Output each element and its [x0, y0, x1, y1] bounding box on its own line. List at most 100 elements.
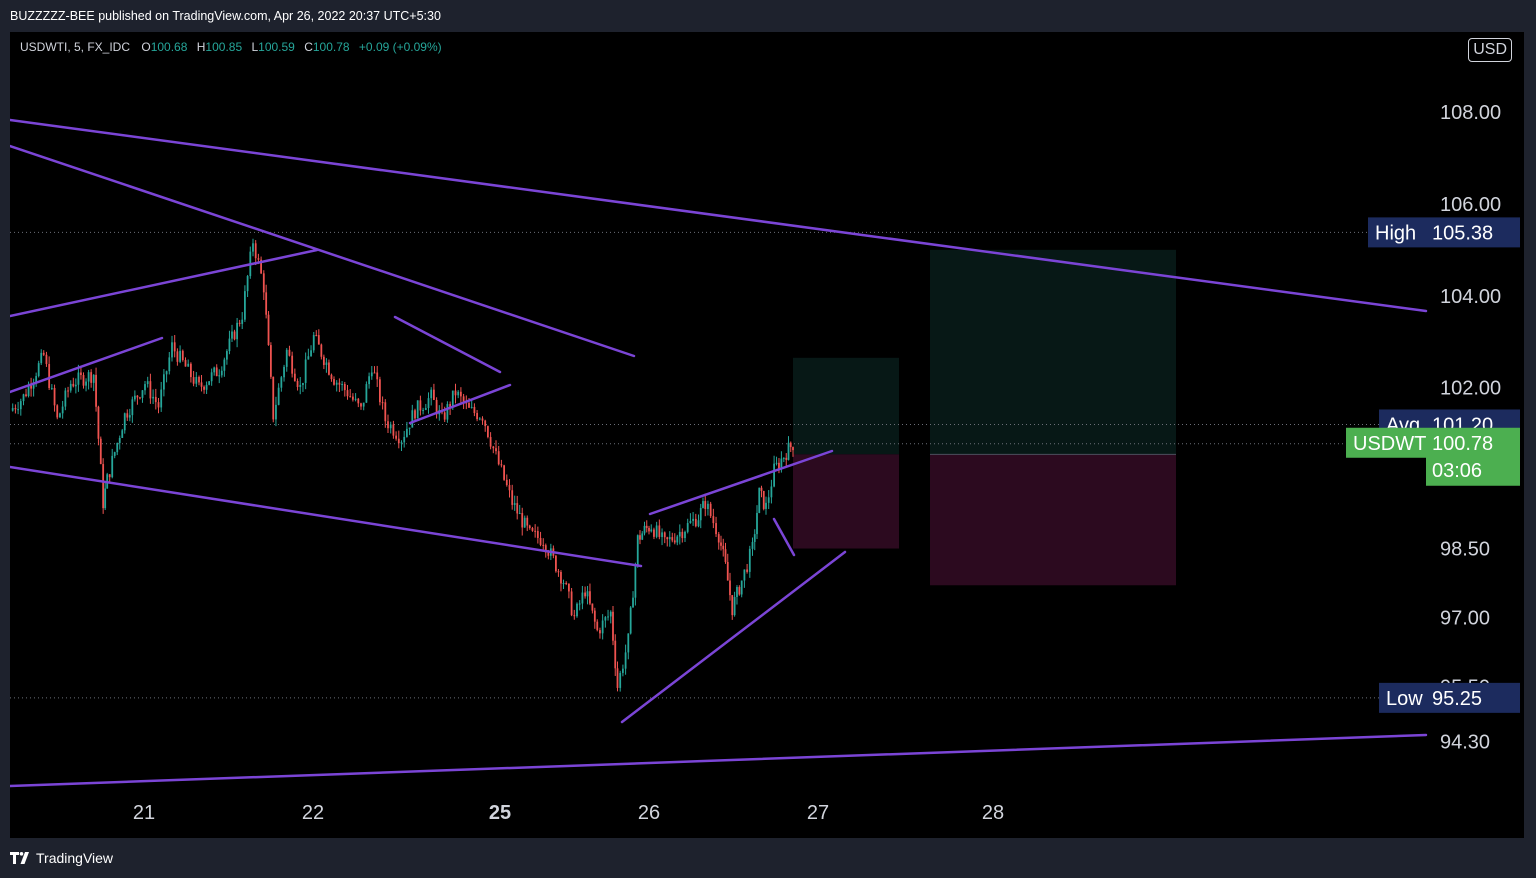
candle: [50, 384, 53, 390]
candle: [131, 396, 134, 423]
candle: [165, 370, 168, 383]
candle: [704, 493, 707, 517]
candle: [32, 378, 35, 397]
candle: [591, 603, 594, 614]
candle: [231, 324, 233, 342]
candle: [392, 420, 395, 439]
high-price-tag-value: 105.38: [1432, 222, 1493, 244]
candle: [686, 518, 689, 534]
candle: [338, 378, 341, 393]
candle: [516, 495, 519, 520]
long-term-support-line[interactable]: [10, 733, 1428, 788]
candle: [765, 496, 767, 515]
candle: [702, 497, 704, 509]
candle: [778, 458, 780, 474]
candle: [521, 507, 524, 536]
early-rising-line[interactable]: [10, 248, 319, 318]
candle: [762, 490, 765, 511]
candle: [133, 390, 136, 402]
candle: [570, 588, 573, 617]
candle: [74, 378, 77, 394]
candle: [362, 402, 365, 411]
candle: [210, 368, 213, 386]
trend-lines[interactable]: [10, 118, 1428, 788]
candle: [118, 435, 121, 450]
recovery-support-line[interactable]: [620, 550, 847, 724]
candle: [562, 579, 565, 589]
candle: [746, 563, 748, 574]
candle: [373, 366, 376, 374]
low-price-tag: Low 95.25: [1379, 682, 1520, 713]
candle: [181, 349, 184, 362]
candle: [291, 351, 294, 378]
candle: [370, 365, 373, 380]
candle: [280, 375, 283, 392]
currency-button[interactable]: USD: [1468, 38, 1512, 62]
channel-top-line[interactable]: [10, 118, 1428, 313]
candle: [478, 417, 481, 421]
legend-high-label: H: [196, 40, 206, 54]
chart-panel[interactable]: 108.00106.00104.00102.0098.5097.0095.509…: [10, 32, 1524, 838]
candle: [144, 380, 146, 395]
candle: [717, 531, 720, 550]
candle: [244, 285, 246, 322]
candle: [673, 533, 676, 545]
candle: [430, 387, 433, 406]
candle: [116, 442, 119, 456]
channel-lower-line[interactable]: [10, 465, 643, 568]
candle: [568, 583, 570, 599]
candle: [487, 425, 489, 439]
candle: [733, 591, 736, 617]
candle: [526, 515, 529, 532]
candle: [157, 398, 160, 414]
candle: [712, 508, 715, 529]
recovery-rising-top[interactable]: [648, 449, 834, 516]
candle: [176, 348, 179, 366]
last-leg-line[interactable]: [772, 517, 796, 557]
candle: [40, 349, 43, 366]
candle: [645, 520, 648, 533]
candle: [658, 519, 661, 540]
candle: [518, 504, 521, 515]
candle: [173, 335, 176, 358]
candle: [614, 634, 617, 676]
candle: [104, 481, 107, 511]
candle: [252, 238, 254, 257]
candle: [619, 670, 622, 692]
candle: [56, 404, 59, 420]
candle: [352, 393, 354, 402]
candle: [632, 591, 634, 608]
candle: [454, 383, 457, 404]
time-axis-tick: 25: [489, 802, 511, 824]
candle: [69, 380, 72, 393]
candle: [90, 369, 93, 388]
candle: [622, 664, 624, 677]
candle: [22, 393, 25, 406]
candle: [17, 401, 19, 415]
candle: [269, 342, 272, 379]
candle: [460, 387, 462, 404]
candle: [648, 525, 650, 535]
candle: [53, 384, 56, 412]
candle: [560, 570, 562, 592]
candle: [753, 529, 756, 551]
candle: [152, 389, 154, 405]
legend-open-label: O: [141, 40, 151, 54]
descending-resistance-line[interactable]: [10, 144, 636, 358]
wedge-bottom-line[interactable]: [408, 383, 512, 425]
candle: [59, 412, 61, 418]
tradingview-brand[interactable]: TradingView: [10, 850, 113, 866]
wedge-top-line[interactable]: [393, 315, 502, 374]
last-price-tag-value: 100.78: [1432, 433, 1493, 455]
candle: [542, 538, 545, 551]
price-chart[interactable]: 108.00106.00104.00102.0098.5097.0095.509…: [10, 32, 1524, 838]
candle: [128, 408, 131, 422]
candle: [37, 360, 40, 378]
early-rising-line-2[interactable]: [10, 336, 164, 394]
candle: [770, 479, 773, 504]
candle: [11, 403, 14, 412]
candle: [283, 364, 285, 382]
candle: [484, 419, 487, 432]
price-axis-tick: 102.00: [1440, 378, 1501, 400]
candle: [681, 528, 684, 543]
